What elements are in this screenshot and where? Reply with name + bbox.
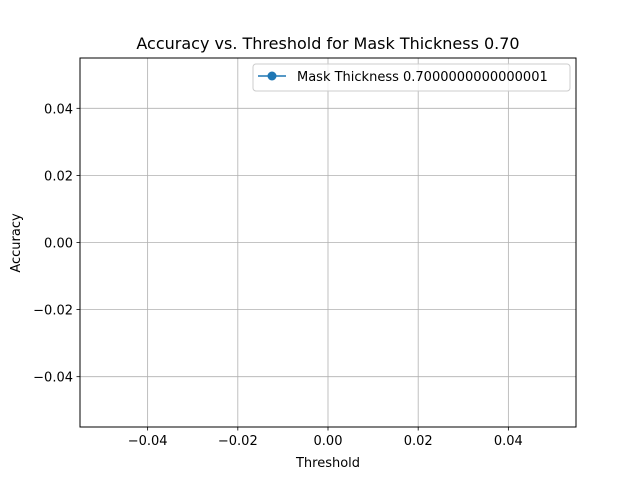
legend-label: Mask Thickness 0.7000000000000001 bbox=[297, 70, 548, 85]
grid bbox=[80, 58, 576, 427]
legend-box bbox=[252, 63, 571, 92]
x-tick-label: 0.04 bbox=[494, 434, 523, 449]
x-tick-label: 0.02 bbox=[404, 434, 433, 449]
y-tick-label: 0.04 bbox=[44, 102, 73, 117]
x-tick-label: −0.02 bbox=[218, 434, 258, 449]
y-axis: −0.04 −0.02 0.00 0.02 0.04 bbox=[33, 102, 80, 386]
y-tick-label: −0.04 bbox=[33, 371, 73, 386]
x-tick-label: 0.00 bbox=[314, 434, 343, 449]
y-tick-label: 0.00 bbox=[44, 237, 73, 252]
x-axis: −0.04 −0.02 0.00 0.02 0.04 bbox=[128, 427, 523, 449]
legend: Mask Thickness 0.7000000000000001 bbox=[252, 63, 571, 92]
y-tick-label: 0.02 bbox=[44, 169, 73, 184]
y-axis-label: Accuracy bbox=[9, 213, 24, 273]
y-tick-label: −0.02 bbox=[33, 304, 73, 319]
x-tick-label: −0.04 bbox=[128, 434, 168, 449]
x-axis-label: Threshold bbox=[295, 456, 360, 471]
chart-title: Accuracy vs. Threshold for Mask Thicknes… bbox=[136, 34, 519, 53]
legend-marker-swatch bbox=[267, 71, 277, 81]
